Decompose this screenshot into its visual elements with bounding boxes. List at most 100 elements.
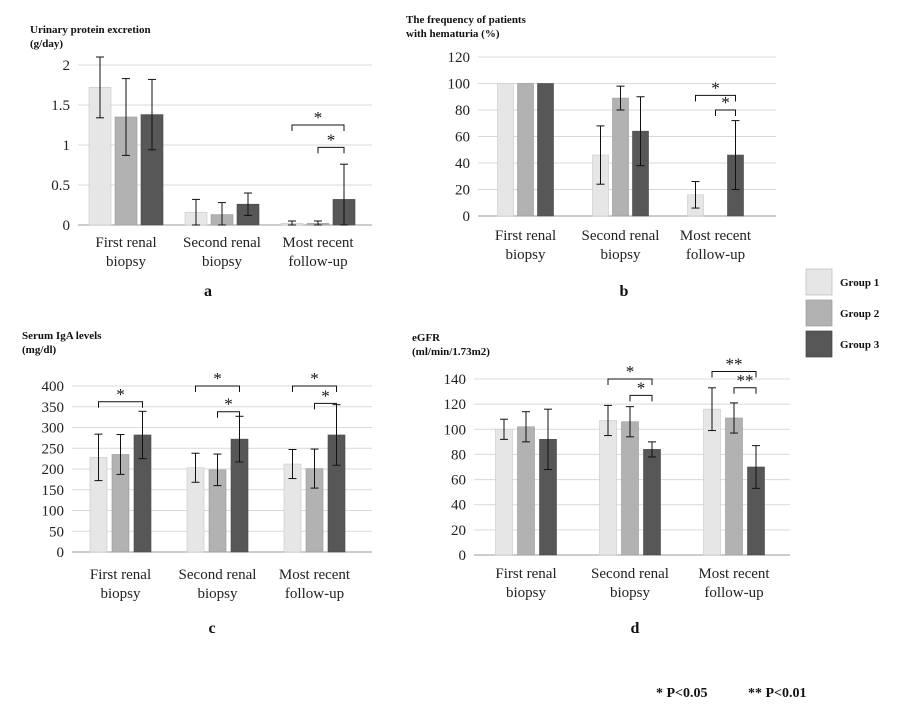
y-tick-label-a: 1.5 <box>51 98 70 114</box>
chart-title-b-line1: The frequency of patients <box>406 14 527 26</box>
significance-footnote: * P<0.05 ** P<0.01 <box>656 686 807 701</box>
bar-b-group2 <box>517 83 534 217</box>
bar-d-group2 <box>517 426 535 556</box>
panel-label-b: b <box>620 283 629 300</box>
significance-bracket-c <box>314 402 337 410</box>
significance-marker-d: ** <box>726 354 743 373</box>
x-category-label-b: Most recent <box>680 228 752 244</box>
x-category-label-a: biopsy <box>202 254 243 270</box>
bar-d-group2 <box>725 417 743 556</box>
x-category-label-b: Second renal <box>582 228 660 244</box>
x-category-label-c: First renal <box>90 567 151 583</box>
x-category-label-c: biopsy <box>197 586 238 602</box>
y-tick-label-b: 20 <box>455 183 470 199</box>
y-tick-label-d: 20 <box>451 523 466 539</box>
y-tick-label-c: 50 <box>49 524 64 540</box>
chart-b: 0 20 40 60 80 100 120 The frequency of patients… <box>406 14 776 300</box>
significance-marker-a: * <box>327 130 336 149</box>
x-category-label-d: Second renal <box>591 566 669 582</box>
x-category-label-a: follow-up <box>288 254 347 270</box>
legend-label-group-3: Group 3 <box>840 339 880 351</box>
legend: Group 1 Group 2 Group 3 <box>805 268 880 358</box>
bar-d-group3 <box>643 449 661 556</box>
significance-marker-a: * <box>314 108 323 127</box>
y-tick-label-d: 60 <box>451 473 466 489</box>
chart-title-d-line1: eGFR <box>412 332 441 344</box>
chart-c: 0 50 100 150 200 250 300 350 400 Serum IgA levels… <box>22 330 372 637</box>
significance-marker-d: * <box>637 378 646 397</box>
x-category-label-c: Most recent <box>279 567 351 583</box>
legend-swatch-group-2 <box>805 299 833 327</box>
footnote-p005: * P<0.05 <box>656 686 708 701</box>
significance-bracket-d <box>711 370 757 378</box>
legend-swatch-group-3 <box>805 330 833 358</box>
y-tick-label-d: 40 <box>451 498 466 514</box>
y-tick-label-b: 120 <box>448 50 471 66</box>
y-tick-label-a: 1 <box>63 138 71 154</box>
x-category-label-b: biopsy <box>600 247 641 263</box>
chart-title-d-line2: (ml/min/1.73m2) <box>412 346 490 358</box>
y-tick-label-b: 0 <box>463 209 471 225</box>
significance-bracket-b <box>695 94 736 102</box>
significance-marker-c: * <box>224 395 233 414</box>
footnote-p001: ** P<0.01 <box>748 686 807 701</box>
y-tick-label-c: 0 <box>57 545 65 561</box>
x-category-label-b: follow-up <box>686 247 745 263</box>
significance-bracket-c <box>98 401 143 408</box>
significance-marker-c: * <box>213 369 222 388</box>
x-category-label-d: biopsy <box>506 585 547 601</box>
x-category-label-b: biopsy <box>505 247 546 263</box>
x-category-label-d: First renal <box>495 566 556 582</box>
significance-bracket-c <box>217 411 240 418</box>
significance-bracket-a <box>317 146 345 154</box>
significance-marker-c: * <box>321 386 330 405</box>
significance-marker-c: * <box>116 385 125 404</box>
x-category-label-d: Most recent <box>698 566 770 582</box>
bar-d-group1 <box>599 420 617 556</box>
x-category-label-c: Second renal <box>179 567 257 583</box>
legend-swatch-group-1 <box>805 268 833 296</box>
y-tick-label-c: 100 <box>42 504 65 520</box>
significance-marker-d: ** <box>737 371 754 390</box>
legend-label-group-2: Group 2 <box>840 308 880 320</box>
chart-a: 0 0.5 1 1.5 2 Urinary protein excretion (g/day… <box>30 24 372 300</box>
legend-item-group-2: Group 2 <box>805 299 880 327</box>
significance-marker-c: * <box>310 369 319 388</box>
x-category-label-a: Most recent <box>282 235 354 251</box>
legend-label-group-1: Group 1 <box>840 277 879 289</box>
legend-item-group-3: Group 3 <box>805 330 880 358</box>
significance-bracket-d <box>607 378 653 385</box>
x-category-label-a: Second renal <box>183 235 261 251</box>
x-category-label-a: biopsy <box>106 254 147 270</box>
significance-bracket-d <box>629 394 653 402</box>
y-tick-label-c: 300 <box>42 421 65 437</box>
x-category-label-c: follow-up <box>285 586 344 602</box>
x-category-label-d: follow-up <box>704 585 763 601</box>
significance-marker-b: * <box>711 78 720 97</box>
chart-title-a-line2: (g/day) <box>30 38 63 50</box>
y-tick-label-b: 60 <box>455 130 470 146</box>
bar-b-group3 <box>537 83 554 217</box>
significance-bracket-c <box>195 385 240 392</box>
x-category-label-d: biopsy <box>610 585 651 601</box>
significance-bracket-a <box>291 124 345 131</box>
chart-d: 0 20 40 60 80 100 120 140 eGFR (ml/min/1.73m2) Fir… <box>412 332 790 637</box>
bar-d-group1 <box>703 408 721 556</box>
panel-label-c: c <box>208 620 215 637</box>
y-tick-label-c: 350 <box>42 400 65 416</box>
y-tick-label-d: 100 <box>444 422 467 438</box>
y-tick-label-b: 100 <box>448 77 471 93</box>
y-tick-label-d: 0 <box>459 548 467 564</box>
chart-title-c-line1: Serum IgA levels <box>22 330 102 342</box>
significance-marker-d: * <box>626 362 635 381</box>
significance-bracket-c <box>292 385 337 392</box>
chart-title-c-line2: (mg/dl) <box>22 344 57 356</box>
y-tick-label-a: 0 <box>63 218 71 234</box>
y-tick-label-b: 80 <box>455 103 470 119</box>
y-tick-label-b: 40 <box>455 156 470 172</box>
panel-label-a: a <box>204 283 212 300</box>
significance-marker-b: * <box>721 93 730 112</box>
y-tick-label-d: 120 <box>444 397 467 413</box>
chart-title-a-line1: Urinary protein excretion <box>30 24 151 36</box>
